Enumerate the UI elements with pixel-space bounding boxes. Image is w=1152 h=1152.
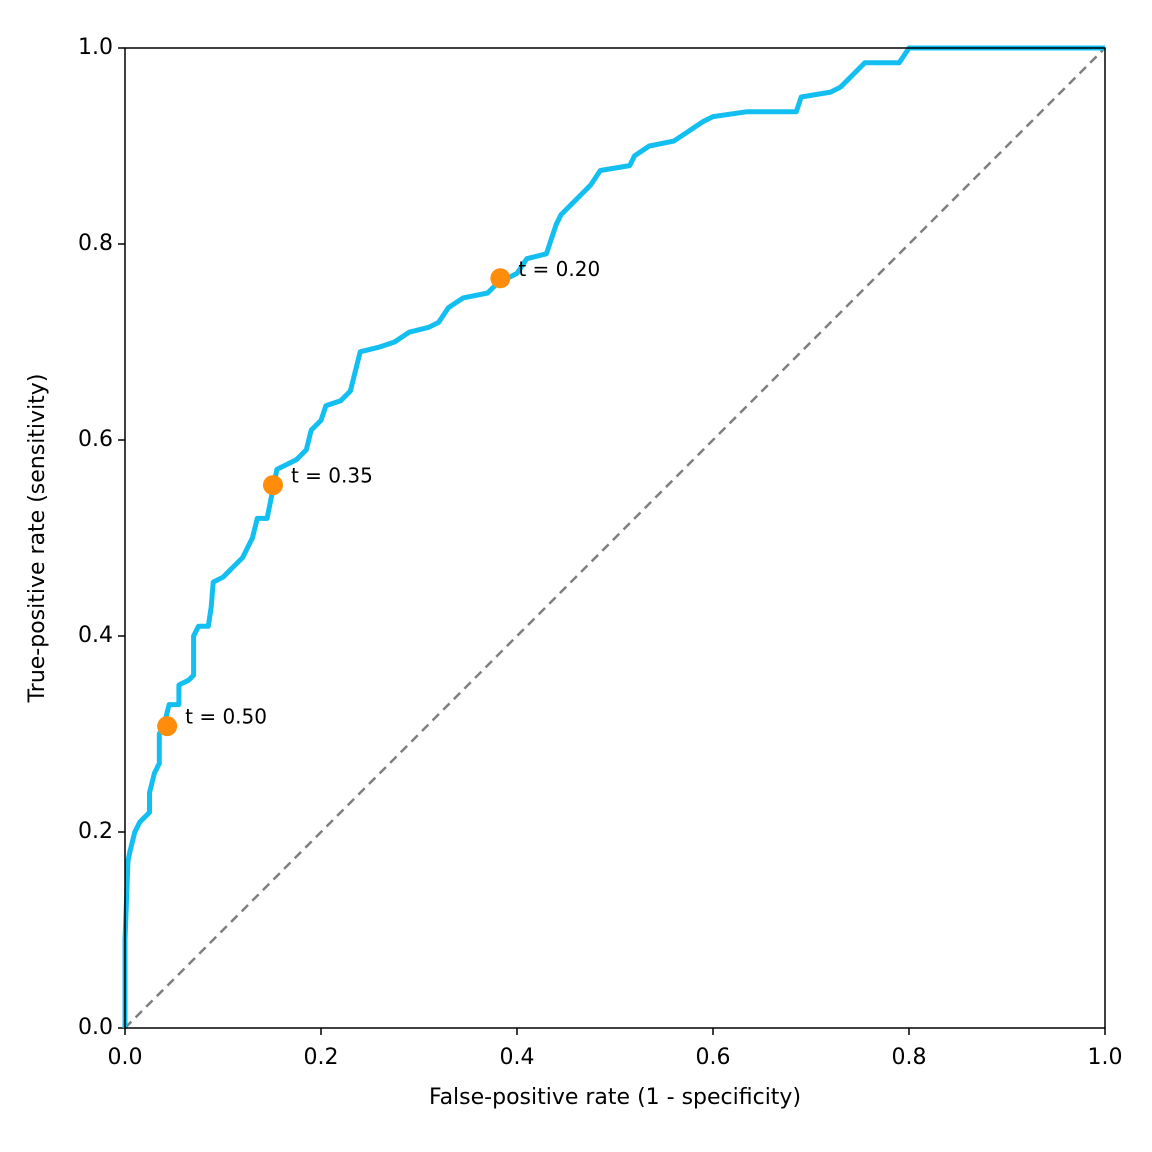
x-tick-label: 1.0 [1088,1045,1123,1070]
threshold-point [262,475,283,496]
threshold-label: t = 0.20 [518,257,600,281]
chance-line [124,47,1106,1029]
y-tick-label: 1.0 [78,35,113,60]
roc-curve [122,45,1105,1028]
x-tick-label: 0.6 [696,1045,731,1070]
y-tick-label: 0.6 [78,427,113,452]
threshold-label: t = 0.50 [185,705,267,729]
threshold-label: t = 0.35 [291,464,373,488]
x-axis-label: False-positive rate (1 - specificity) [429,1085,801,1110]
y-tick-label: 0.0 [78,1015,113,1040]
x-tick-label: 0.8 [892,1045,927,1070]
threshold-point [157,716,178,737]
x-tick-label: 0.4 [500,1045,535,1070]
x-tick-label: 0.2 [304,1045,339,1070]
x-tick-label: 0.0 [108,1045,143,1070]
y-tick-label: 0.2 [78,819,113,844]
threshold-point [490,268,511,289]
y-axis-label: True-positive rate (sensitivity) [25,374,50,704]
plot-frame [124,47,1106,1029]
y-tick-label: 0.8 [78,231,113,256]
y-tick-label: 0.4 [78,623,113,648]
